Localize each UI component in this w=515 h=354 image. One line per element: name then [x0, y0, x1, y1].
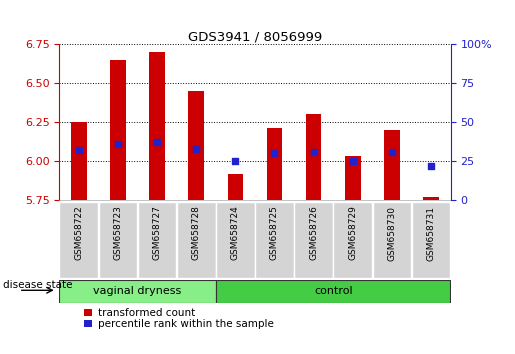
Legend: transformed count, percentile rank within the sample: transformed count, percentile rank withi…: [84, 308, 273, 330]
Point: [427, 163, 435, 169]
Text: GSM658729: GSM658729: [348, 206, 357, 261]
Text: control: control: [314, 286, 352, 296]
Text: GSM658731: GSM658731: [426, 206, 436, 261]
Bar: [333, 202, 372, 278]
Bar: [216, 202, 255, 278]
Bar: [59, 280, 216, 303]
Bar: [294, 202, 333, 278]
Point: [349, 158, 357, 164]
Point: [153, 139, 161, 145]
Bar: [384, 130, 400, 200]
Point: [388, 149, 396, 155]
Text: GSM658726: GSM658726: [309, 206, 318, 261]
Text: GSM658725: GSM658725: [270, 206, 279, 261]
Bar: [255, 202, 294, 278]
Point: [114, 141, 122, 147]
Bar: [423, 197, 439, 200]
Text: vaginal dryness: vaginal dryness: [93, 286, 182, 296]
Text: GSM658727: GSM658727: [152, 206, 162, 261]
Bar: [149, 52, 165, 200]
Bar: [98, 202, 138, 278]
Point: [310, 149, 318, 155]
Text: GSM658723: GSM658723: [113, 206, 123, 261]
Text: disease state: disease state: [3, 280, 72, 290]
Bar: [228, 173, 243, 200]
Bar: [216, 280, 450, 303]
Point: [270, 150, 279, 156]
Bar: [306, 114, 321, 200]
Bar: [110, 60, 126, 200]
Bar: [372, 202, 411, 278]
Point: [75, 147, 83, 153]
Title: GDS3941 / 8056999: GDS3941 / 8056999: [188, 30, 322, 43]
Text: GSM658722: GSM658722: [74, 206, 83, 260]
Bar: [188, 91, 204, 200]
Bar: [345, 156, 360, 200]
Bar: [138, 202, 177, 278]
Point: [231, 158, 239, 164]
Text: GSM658724: GSM658724: [231, 206, 240, 260]
Bar: [177, 202, 216, 278]
Text: GSM658728: GSM658728: [192, 206, 201, 261]
Bar: [411, 202, 451, 278]
Point: [192, 146, 200, 152]
Text: GSM658730: GSM658730: [387, 206, 397, 261]
Bar: [59, 202, 98, 278]
Bar: [71, 122, 87, 200]
Bar: [267, 129, 282, 200]
